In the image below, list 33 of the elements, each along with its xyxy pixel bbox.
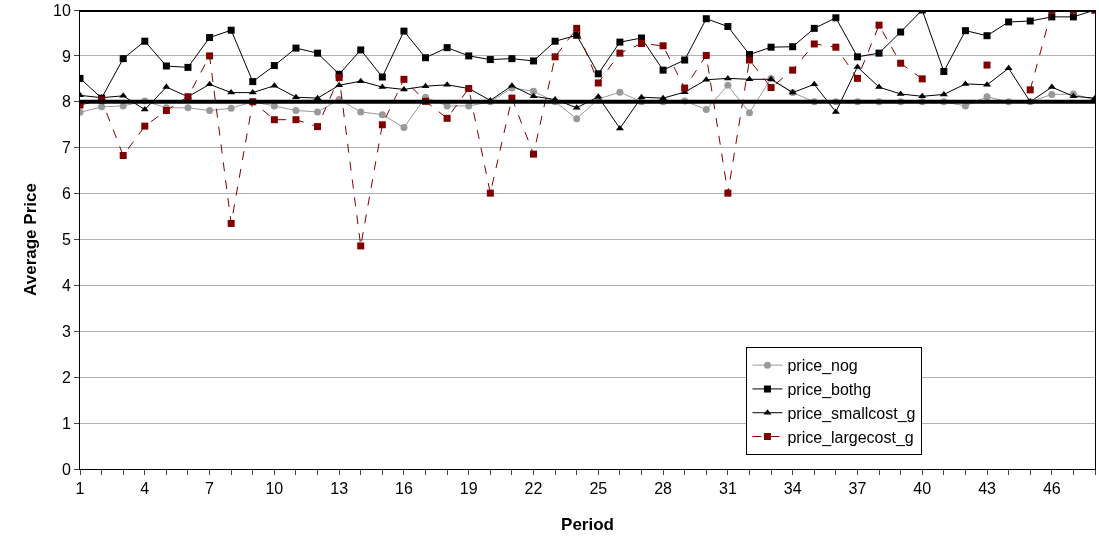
y-tick-label: 6	[61, 185, 71, 203]
x-tick-label: 25	[589, 480, 608, 498]
x-tick-label: 31	[718, 480, 737, 498]
x-tick-label: 1	[75, 480, 85, 498]
x-tick-label: 46	[1042, 480, 1061, 498]
x-tick-label: 13	[330, 480, 349, 498]
x-tick-label: 43	[978, 480, 997, 498]
y-tick-label: 7	[61, 139, 71, 157]
x-tick-label: 22	[524, 480, 543, 498]
y-tick-label: 3	[61, 322, 71, 340]
y-tick-label: 1	[61, 414, 71, 432]
legend-label: price_nog	[787, 357, 858, 376]
legend-label: price_bothg	[787, 381, 872, 400]
x-tick-label: 40	[913, 480, 932, 498]
y-tick-label: 2	[61, 368, 71, 386]
y-tick-label: 9	[61, 47, 71, 65]
y-tick-label: 10	[53, 1, 71, 19]
legend-label: price_smallcost_g	[787, 404, 916, 423]
x-tick-label: 7	[205, 480, 215, 498]
x-tick-label: 19	[459, 480, 478, 498]
y-axis-title: Average Price	[21, 183, 40, 296]
x-axis-title: Period	[561, 515, 614, 534]
x-tick-label: 16	[395, 480, 413, 498]
x-tick-label: 34	[783, 480, 802, 498]
x-tick-label: 37	[848, 480, 867, 498]
x-tick-label: 28	[654, 480, 673, 498]
x-tick-label: 4	[140, 480, 150, 498]
x-tick-label: 10	[265, 480, 284, 498]
y-tick-label: 0	[61, 460, 71, 478]
legend-label: price_largecost_g	[787, 428, 914, 447]
y-tick-label: 5	[61, 231, 71, 249]
y-tick-label: 4	[61, 277, 71, 294]
y-tick-label: 8	[61, 93, 71, 111]
